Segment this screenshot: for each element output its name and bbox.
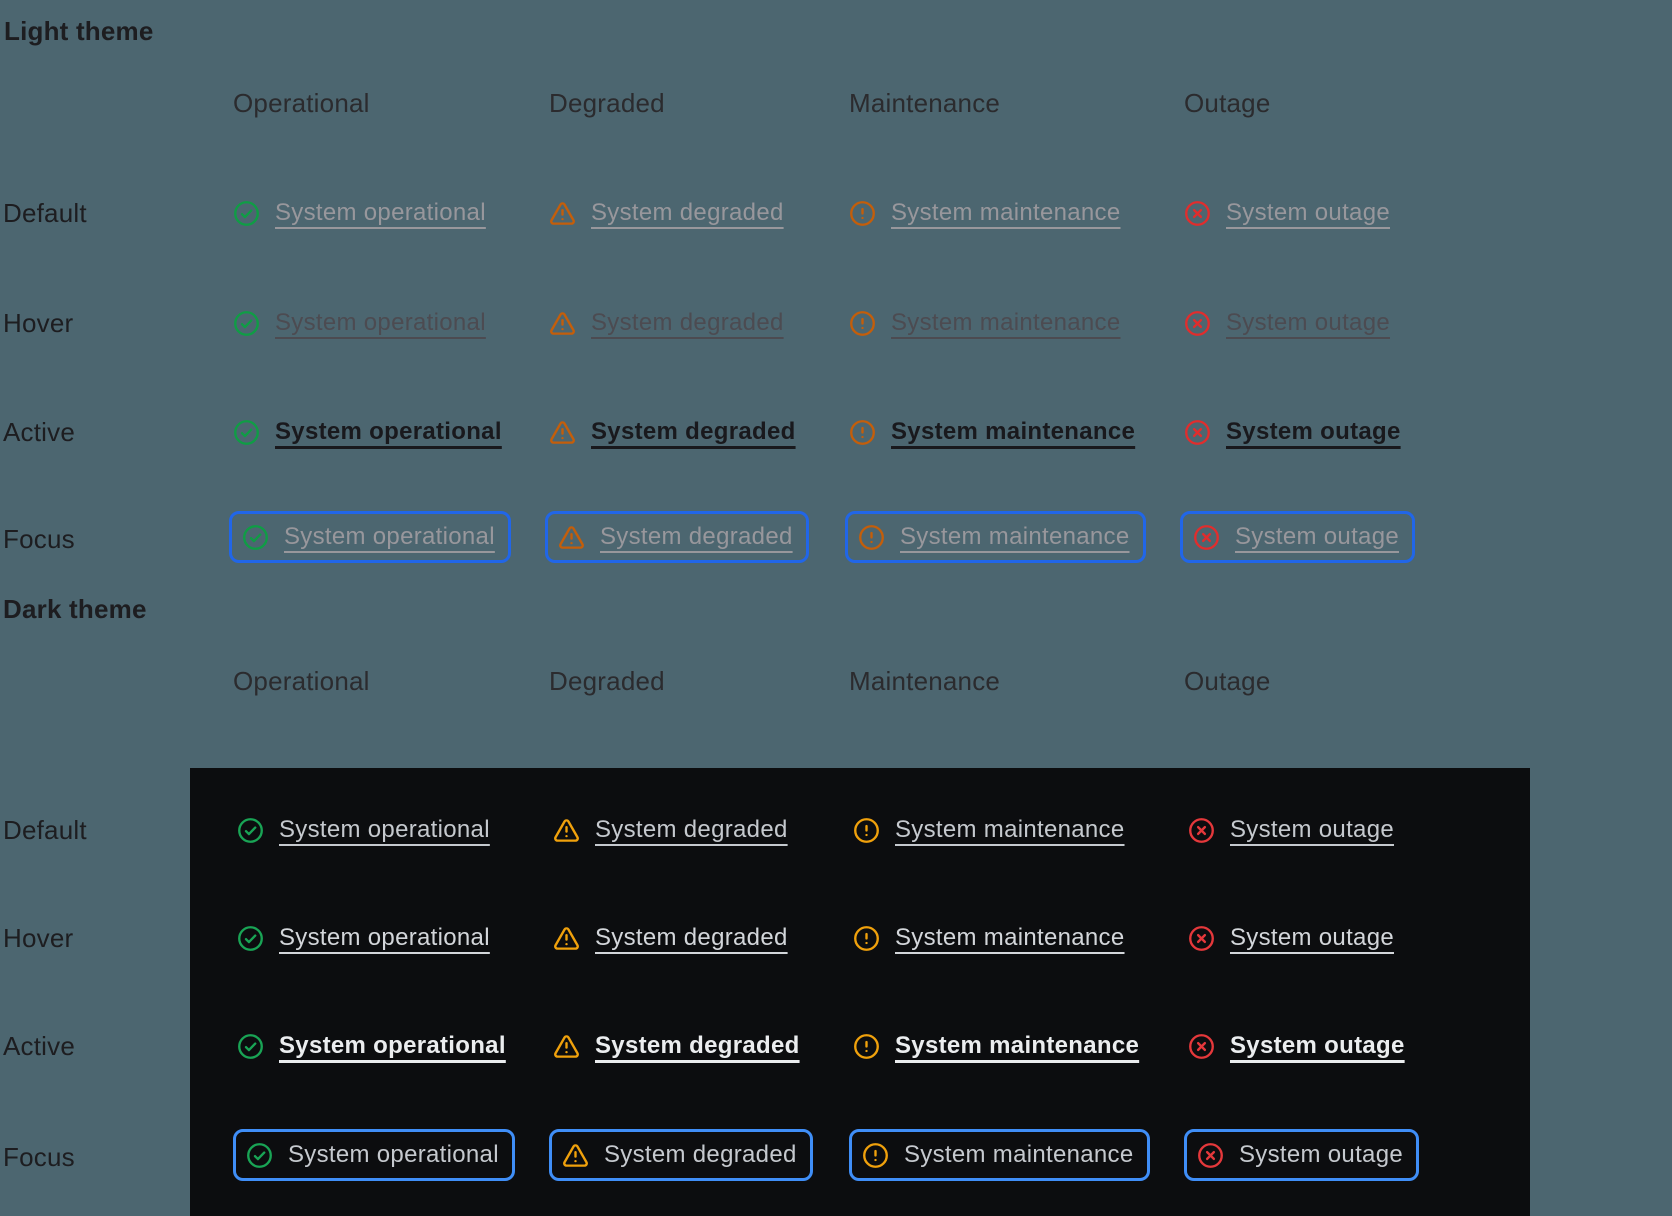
column-header-degraded: Degraded: [549, 88, 665, 118]
light-focus-outage-link[interactable]: System outage: [1180, 511, 1415, 563]
dark-focus-operational-link[interactable]: System operational: [233, 1129, 515, 1181]
light-active-degraded-link[interactable]: System degraded: [549, 415, 796, 449]
dark-theme-panel: [190, 768, 1530, 1216]
light-focus-degraded-link[interactable]: System degraded: [545, 511, 809, 563]
dark-default-maintenance-link[interactable]: System maintenance: [853, 813, 1125, 847]
dark-hover-degraded-link[interactable]: System degraded: [553, 921, 788, 955]
check-circle-icon: [246, 1142, 273, 1169]
column-header-maintenance: Maintenance: [849, 666, 1001, 696]
check-circle-icon: [233, 310, 260, 337]
column-header-operational: Operational: [233, 88, 370, 118]
light-focus-operational-link[interactable]: System operational: [229, 511, 511, 563]
light-active-outage-link[interactable]: System outage: [1184, 415, 1401, 449]
x-circle-icon: [1184, 310, 1211, 337]
dark-focus-degraded-link[interactable]: System degraded: [549, 1129, 813, 1181]
x-circle-icon: [1188, 925, 1215, 952]
warning-triangle-icon: [549, 310, 576, 337]
light-active-operational-link[interactable]: System operational: [233, 415, 502, 449]
warning-triangle-icon: [553, 1033, 580, 1060]
warning-triangle-icon: [553, 925, 580, 952]
column-header-maintenance: Maintenance: [849, 88, 1001, 118]
dark-active-degraded-link[interactable]: System degraded: [553, 1029, 800, 1063]
light-default-degraded-link[interactable]: System degraded: [549, 196, 784, 230]
column-header-operational: Operational: [233, 666, 370, 696]
x-circle-icon: [1193, 524, 1220, 551]
warning-triangle-icon: [549, 419, 576, 446]
x-circle-icon: [1197, 1142, 1224, 1169]
dark-active-operational-link[interactable]: System operational: [237, 1029, 506, 1063]
check-circle-icon: [233, 419, 260, 446]
light-active-maintenance-link[interactable]: System maintenance: [849, 415, 1135, 449]
light-focus-maintenance-link[interactable]: System maintenance: [845, 511, 1146, 563]
check-circle-icon: [237, 1033, 264, 1060]
state-label-default: Default: [3, 198, 87, 228]
dark-active-outage-link[interactable]: System outage: [1188, 1029, 1405, 1063]
column-header-outage: Outage: [1184, 88, 1271, 118]
warning-triangle-icon: [562, 1142, 589, 1169]
light-default-maintenance-link[interactable]: System maintenance: [849, 196, 1121, 230]
light-hover-degraded-link[interactable]: System degraded: [549, 306, 784, 340]
check-circle-icon: [242, 524, 269, 551]
state-label-focus: Focus: [3, 1142, 75, 1172]
light-hover-maintenance-link[interactable]: System maintenance: [849, 306, 1121, 340]
warning-triangle-icon: [549, 200, 576, 227]
state-label-active: Active: [3, 417, 76, 447]
alert-circle-icon: [849, 419, 876, 446]
x-circle-icon: [1188, 1033, 1215, 1060]
column-header-outage: Outage: [1184, 666, 1271, 696]
state-label-hover: Hover: [3, 308, 74, 338]
dark-default-degraded-link[interactable]: System degraded: [553, 813, 788, 847]
check-circle-icon: [237, 925, 264, 952]
alert-circle-icon: [849, 200, 876, 227]
x-circle-icon: [1184, 200, 1211, 227]
light-theme-title: Light theme: [4, 16, 154, 46]
state-label-hover: Hover: [3, 923, 74, 953]
state-label-default: Default: [3, 815, 87, 845]
warning-triangle-icon: [553, 817, 580, 844]
dark-hover-maintenance-link[interactable]: System maintenance: [853, 921, 1125, 955]
alert-circle-icon: [853, 817, 880, 844]
alert-circle-icon: [853, 1033, 880, 1060]
dark-focus-outage-link[interactable]: System outage: [1184, 1129, 1419, 1181]
check-circle-icon: [237, 817, 264, 844]
alert-circle-icon: [853, 925, 880, 952]
light-hover-operational-link[interactable]: System operational: [233, 306, 486, 340]
x-circle-icon: [1188, 817, 1215, 844]
alert-circle-icon: [858, 524, 885, 551]
dark-theme-title: Dark theme: [3, 594, 147, 624]
dark-hover-operational-link[interactable]: System operational: [237, 921, 490, 955]
state-label-focus: Focus: [3, 524, 75, 554]
dark-default-outage-link[interactable]: System outage: [1188, 813, 1394, 847]
dark-default-operational-link[interactable]: System operational: [237, 813, 490, 847]
warning-triangle-icon: [558, 524, 585, 551]
dark-active-maintenance-link[interactable]: System maintenance: [853, 1029, 1139, 1063]
dark-hover-outage-link[interactable]: System outage: [1188, 921, 1394, 955]
dark-focus-maintenance-link[interactable]: System maintenance: [849, 1129, 1150, 1181]
alert-circle-icon: [862, 1142, 889, 1169]
x-circle-icon: [1184, 419, 1211, 446]
alert-circle-icon: [849, 310, 876, 337]
light-default-operational-link[interactable]: System operational: [233, 196, 486, 230]
light-default-outage-link[interactable]: System outage: [1184, 196, 1390, 230]
light-hover-outage-link[interactable]: System outage: [1184, 306, 1390, 340]
state-label-active: Active: [3, 1031, 76, 1061]
column-header-degraded: Degraded: [549, 666, 665, 696]
check-circle-icon: [233, 200, 260, 227]
